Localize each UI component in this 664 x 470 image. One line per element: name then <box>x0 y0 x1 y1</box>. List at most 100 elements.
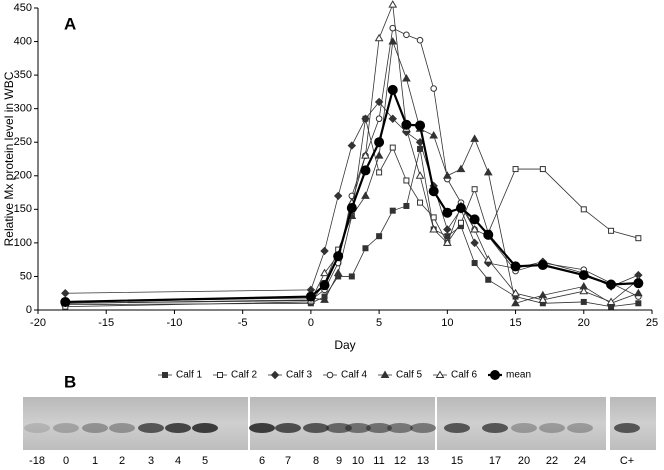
y-tick-label: 50 <box>20 270 32 282</box>
marker <box>320 268 329 277</box>
marker <box>347 141 357 150</box>
marker <box>635 300 642 307</box>
marker <box>389 24 397 32</box>
marker <box>346 202 357 213</box>
marker <box>435 370 445 378</box>
marker <box>469 214 480 225</box>
blot-band <box>24 423 50 433</box>
lane-label: 4 <box>175 455 181 467</box>
marker <box>319 280 330 291</box>
lane-label: 7 <box>285 455 291 467</box>
marker <box>403 31 410 39</box>
marker <box>442 207 453 218</box>
marker <box>270 370 280 380</box>
y-tick-label: 250 <box>14 136 32 148</box>
y-tick-label: 450 <box>14 2 32 14</box>
lane-label: 9 <box>336 455 342 467</box>
x-tick-label: -10 <box>166 317 182 329</box>
blot-panel <box>437 397 606 450</box>
marker <box>442 171 452 179</box>
legend-label: Calf 1 <box>176 370 203 381</box>
marker <box>580 298 587 305</box>
marker <box>483 229 494 240</box>
marker <box>483 167 493 176</box>
marker <box>580 206 587 213</box>
marker <box>470 224 479 233</box>
lane-label: 17 <box>489 455 501 467</box>
legend-label: Calf 3 <box>286 370 313 381</box>
marker <box>403 202 410 209</box>
blot-band <box>410 423 436 433</box>
legend-label: mean <box>506 370 531 381</box>
marker <box>416 36 424 44</box>
marker <box>348 273 355 280</box>
blot-band <box>444 423 470 433</box>
marker <box>442 238 452 246</box>
series-line <box>65 27 639 304</box>
series-line <box>65 101 639 294</box>
marker <box>374 137 385 148</box>
lane-label: C+ <box>620 455 634 467</box>
marker <box>428 186 439 197</box>
series-line <box>65 41 639 304</box>
lane-label: -18 <box>29 455 45 467</box>
marker <box>579 286 589 295</box>
panel-label: B <box>64 372 76 391</box>
lane-label: 22 <box>546 455 558 467</box>
series-line <box>65 4 639 304</box>
marker <box>333 268 343 277</box>
lane-label: 15 <box>451 455 463 467</box>
blot-panel <box>610 397 656 450</box>
lane-label: 3 <box>148 455 154 467</box>
marker <box>430 214 437 221</box>
x-tick-label: 25 <box>646 317 658 329</box>
marker <box>387 84 398 95</box>
marker <box>389 144 396 151</box>
marker <box>320 295 329 303</box>
legend-label: Calf 4 <box>341 370 368 381</box>
y-tick-label: 400 <box>14 35 32 47</box>
y-tick-label: 300 <box>14 103 32 115</box>
lane-label: 12 <box>394 455 406 467</box>
panel-label: A <box>64 14 76 33</box>
y-tick-label: 150 <box>14 203 32 215</box>
marker <box>389 207 396 214</box>
y-tick-label: 350 <box>14 69 32 81</box>
marker <box>320 246 329 256</box>
lane-label: 8 <box>313 455 319 467</box>
marker <box>415 171 425 179</box>
marker <box>388 0 398 8</box>
marker <box>388 114 397 123</box>
marker <box>470 238 479 248</box>
lane-label: 0 <box>63 455 69 467</box>
x-axis-label: Day <box>334 338 355 352</box>
lane-label: 1 <box>92 455 98 467</box>
y-tick-label: 100 <box>14 237 32 249</box>
marker <box>380 370 390 378</box>
blot-band <box>192 423 218 433</box>
lane-label: 11 <box>373 455 384 467</box>
marker <box>374 33 384 42</box>
blot-band <box>109 423 135 433</box>
marker <box>305 291 316 302</box>
marker <box>471 186 478 193</box>
marker <box>403 177 410 184</box>
marker <box>538 295 548 303</box>
marker <box>360 165 371 176</box>
marker <box>361 191 370 199</box>
marker <box>471 260 478 267</box>
marker <box>61 289 70 298</box>
marker <box>162 372 168 378</box>
marker <box>633 288 643 297</box>
marker <box>376 233 383 240</box>
marker <box>483 255 493 263</box>
marker <box>401 119 412 130</box>
y-axis-label: Relative Mx protein level in WBC <box>2 71 16 246</box>
marker <box>456 164 466 173</box>
blot-band <box>539 423 565 433</box>
x-tick-label: 20 <box>578 317 590 329</box>
marker <box>217 372 223 378</box>
y-tick-label: 0 <box>26 304 32 316</box>
blot-band <box>387 423 413 433</box>
marker <box>374 151 384 159</box>
